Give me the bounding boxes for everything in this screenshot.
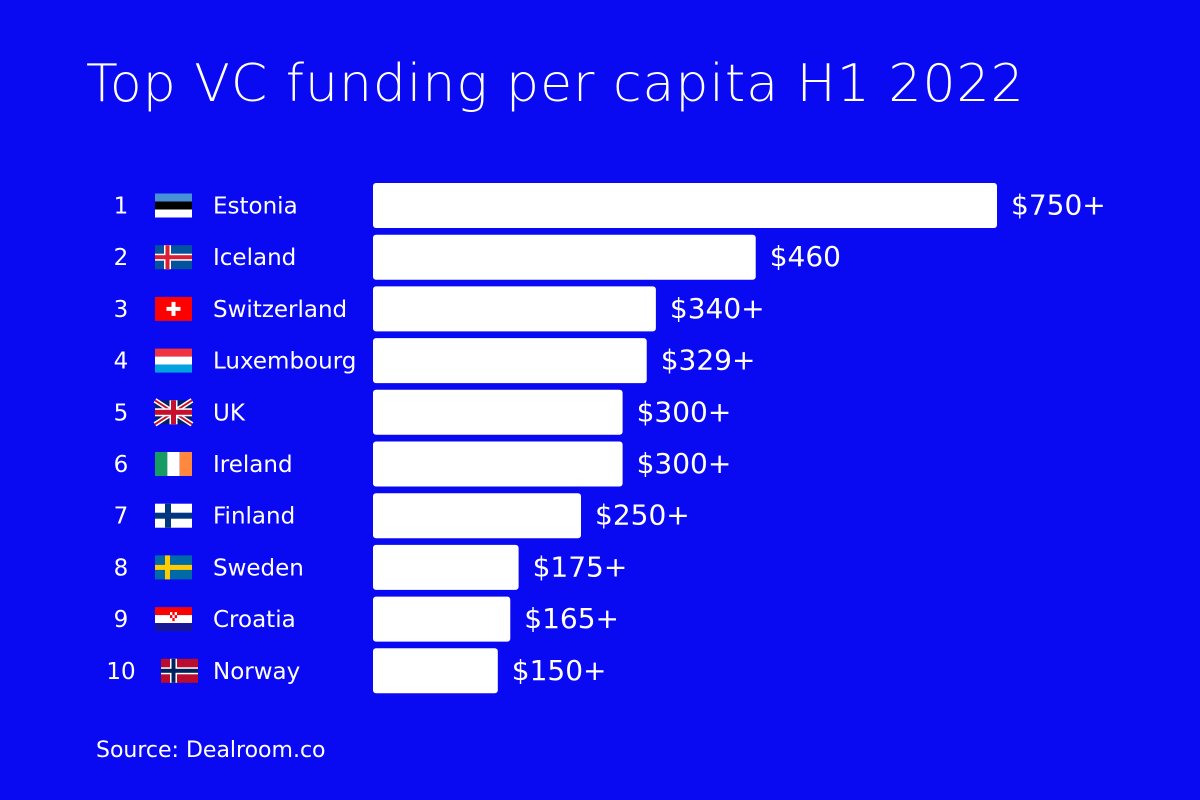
- croatia-flag-icon: [155, 607, 192, 632]
- value-label: $250+: [595, 499, 690, 532]
- value-label: $175+: [533, 550, 628, 583]
- value-label: $165+: [524, 602, 619, 635]
- value-label: $329+: [661, 344, 756, 377]
- chart-title: Top VC funding per capita H1 2022: [86, 54, 1025, 114]
- country-label: Croatia: [213, 607, 296, 633]
- country-label: Finland: [213, 504, 295, 530]
- country-label: Luxembourg: [213, 349, 356, 375]
- bar: [373, 234, 756, 280]
- value-label: $340+: [670, 292, 765, 325]
- switzerland-flag-icon: [155, 296, 192, 321]
- value-label: $750+: [1011, 189, 1106, 222]
- country-label: Iceland: [213, 245, 296, 271]
- bar: [373, 286, 656, 332]
- rank-label: 9: [114, 607, 129, 633]
- value-label: $460: [770, 240, 841, 273]
- country-label: UK: [213, 400, 246, 426]
- rank-label: 8: [114, 555, 129, 581]
- rank-label: 10: [106, 659, 135, 685]
- bar: [373, 493, 581, 539]
- sweden-flag-icon: [155, 555, 192, 580]
- country-label: Switzerland: [213, 297, 347, 323]
- country-label: Ireland: [213, 452, 293, 478]
- rank-label: 3: [114, 297, 129, 323]
- bar: [373, 648, 498, 694]
- rank-label: 5: [114, 400, 129, 426]
- value-label: $300+: [637, 395, 732, 428]
- rank-label: 2: [114, 245, 129, 271]
- country-label: Estonia: [213, 194, 298, 220]
- rank-label: 7: [114, 504, 129, 530]
- bar: [373, 183, 997, 228]
- value-label: $300+: [637, 447, 732, 480]
- finland-flag-icon: [155, 503, 192, 528]
- country-label: Norway: [213, 659, 300, 685]
- rank-label: 1: [114, 194, 129, 220]
- bar: [373, 389, 623, 435]
- bar: [373, 544, 519, 590]
- country-label: Sweden: [213, 555, 304, 581]
- uk-flag-icon: [153, 398, 194, 427]
- bar: [373, 441, 623, 487]
- value-label: $150+: [512, 654, 607, 687]
- iceland-flag-icon: [155, 245, 192, 270]
- bar: [373, 338, 647, 384]
- luxembourg-flag-icon: [155, 348, 192, 373]
- rank-label: 6: [114, 452, 129, 478]
- ireland-flag-icon: [155, 452, 192, 476]
- rank-label: 4: [114, 349, 129, 375]
- source-note: Source: Dealroom.co: [96, 738, 326, 763]
- norway-flag-icon: [161, 658, 198, 683]
- estonia-flag-icon: [155, 193, 192, 218]
- bar: [373, 596, 511, 642]
